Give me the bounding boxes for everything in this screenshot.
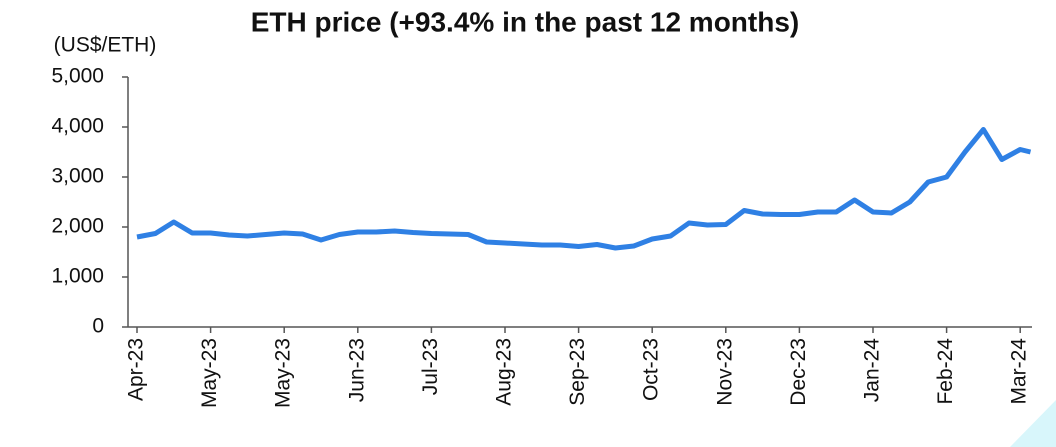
y-tick-label: 5,000: [51, 65, 104, 88]
y-tick-label: 2,000: [51, 215, 104, 238]
price-line: [136, 127, 1032, 251]
x-tick-label: Oct-23: [640, 338, 663, 401]
y-axis-label: (US$/ETH): [54, 34, 157, 57]
x-tick-label: Aug-23: [493, 338, 516, 406]
chart-title: ETH price (+93.4% in the past 12 months): [251, 6, 799, 37]
x-tick-label: Feb-24: [934, 338, 957, 405]
y-tick-label: 3,000: [51, 165, 104, 188]
x-tick-label: May-23: [198, 338, 221, 408]
x-tick-label: Dec-23: [787, 338, 810, 406]
x-tick-label: Jan-24: [861, 338, 884, 403]
x-tick-label: May-23: [272, 338, 295, 408]
x-tick-label: Nov-23: [713, 338, 736, 406]
x-tick-label: Apr-23: [125, 338, 148, 401]
x-tick-label: Jul-23: [419, 338, 442, 395]
y-tick-label: 1,000: [51, 265, 104, 288]
x-tick-label: Sep-23: [566, 338, 589, 406]
x-tick-label: Mar-24: [1008, 338, 1031, 405]
x-tick-label: Jun-23: [345, 338, 368, 402]
decoration: [1010, 400, 1056, 447]
y-tick-label: 4,000: [51, 115, 104, 138]
y-tick-label: 0: [92, 315, 104, 338]
